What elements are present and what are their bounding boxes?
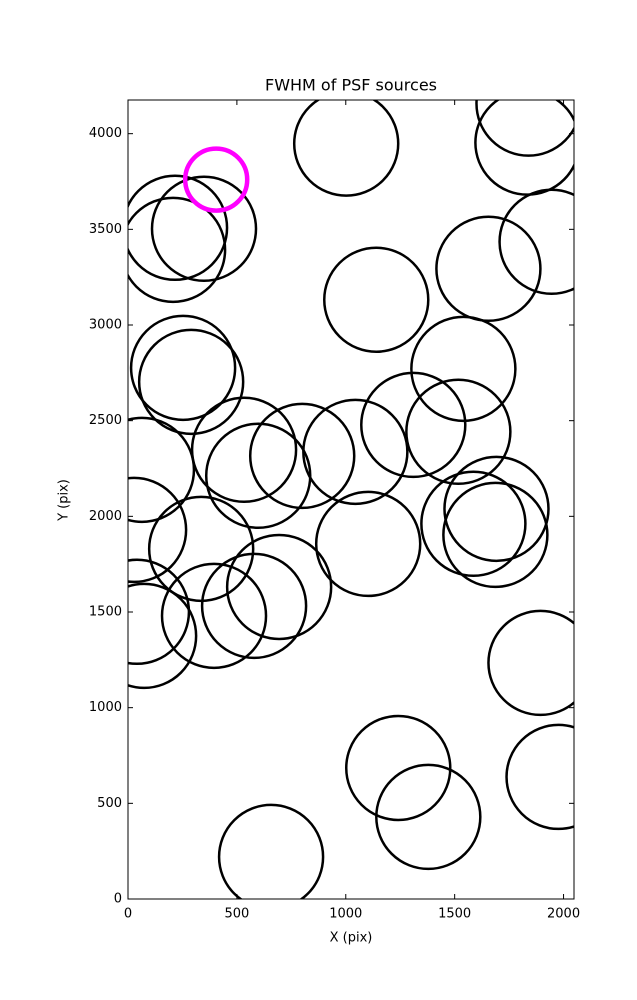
x-tick-label: 0 (124, 907, 132, 922)
psf-circle (200, 552, 308, 660)
psf-circle (292, 100, 400, 197)
psf-circle (217, 803, 325, 899)
y-tick-label: 3000 (89, 318, 122, 333)
x-tick-label: 500 (224, 907, 249, 922)
x-axis-label: X (pix) (330, 931, 373, 946)
psf-circle (248, 402, 356, 510)
psf-circle (160, 562, 268, 670)
psf-circle (128, 416, 196, 524)
psf-circle (137, 328, 245, 436)
y-tick-label: 3500 (89, 222, 122, 237)
y-tick-label: 1000 (89, 700, 122, 715)
y-tick-label: 2000 (89, 509, 122, 524)
psf-circle (443, 455, 550, 563)
y-tick-label: 4000 (89, 126, 122, 141)
psf-circle (405, 378, 512, 486)
psf-circle (410, 315, 517, 423)
psf-circle (128, 196, 227, 304)
plot-area (128, 100, 574, 899)
psf-circle (323, 246, 430, 353)
psf-circle (345, 714, 452, 822)
y-axis-label: Y (pix) (57, 479, 72, 522)
x-tick-label: 1000 (329, 907, 362, 922)
psf-circle (475, 100, 574, 157)
psf-circle (302, 398, 409, 506)
psf-circle (314, 490, 422, 598)
y-tick-label: 1500 (89, 605, 122, 620)
psf-circle (505, 723, 574, 831)
psf-circle (128, 558, 191, 666)
x-tick-label: 1500 (438, 907, 471, 922)
psf-circle (147, 495, 255, 603)
chart-title: FWHM of PSF sources (265, 76, 437, 95)
psf-circle (360, 371, 467, 479)
psf-circle (442, 481, 549, 589)
psf-circle (182, 146, 250, 213)
x-tick-label: 2000 (547, 907, 580, 922)
psf-circle (128, 174, 229, 282)
psf-circle (498, 188, 574, 296)
plot-frame (127, 99, 575, 900)
y-tick-label: 0 (114, 892, 122, 907)
psf-circle (128, 582, 198, 690)
psf-circle (128, 476, 188, 584)
y-tick-label: 500 (97, 796, 122, 811)
psf-circle (487, 609, 574, 717)
psf-circle (225, 533, 333, 641)
psf-circle (435, 215, 542, 323)
psf-circle (129, 314, 237, 422)
psf-circle (375, 763, 482, 871)
psf-circle (150, 175, 258, 283)
psf-circle (204, 422, 312, 530)
y-tick-label: 2500 (89, 413, 122, 428)
psf-circle (420, 470, 527, 578)
psf-circle (190, 396, 298, 504)
